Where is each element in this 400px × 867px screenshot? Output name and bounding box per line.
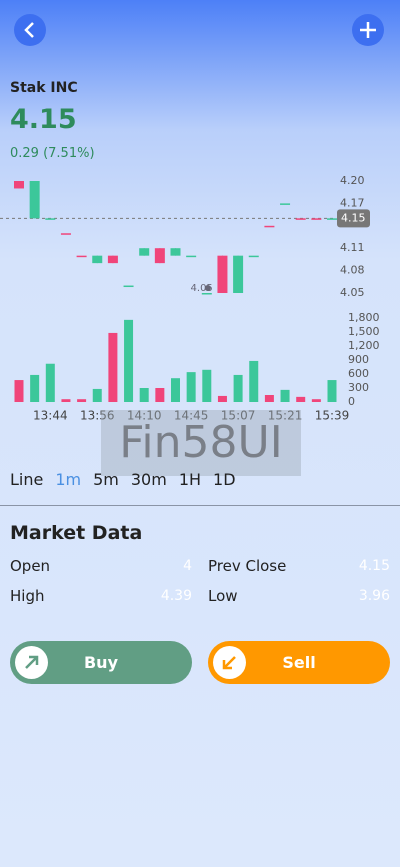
timeframe-tabs: Line 1m 5m 30m 1H 1D (10, 470, 248, 489)
volume-bar (61, 399, 71, 402)
timeframe-tab[interactable]: 30m (130, 470, 167, 489)
candle-body (123, 285, 134, 288)
data-label: Open (10, 557, 51, 575)
price-tick-label: 4.08 (340, 264, 365, 277)
candle-body (233, 255, 244, 293)
min-marker (204, 285, 211, 291)
sell-button[interactable]: Sell (208, 641, 390, 684)
price-tick-label: 4.05 (340, 286, 365, 299)
volume-bar (296, 396, 306, 402)
price-change: 0.29 (7.51%) (10, 146, 95, 161)
volume-tick-label: 300 (348, 381, 369, 394)
timeframe-tab[interactable]: 1m (55, 470, 82, 489)
candle-body (170, 248, 181, 256)
volume-bar (217, 395, 227, 402)
candle-body (217, 255, 228, 293)
price: 4.15 (10, 104, 77, 135)
buy-label: Buy (83, 653, 118, 672)
back-button[interactable] (14, 14, 46, 46)
volume-bar (202, 369, 212, 402)
data-value: 4.15 (358, 558, 390, 574)
time-label: 15:39 (315, 409, 350, 423)
price-tick-label: 4.20 (340, 174, 365, 187)
data-label: High (10, 587, 45, 605)
timeframe-tab[interactable]: 1H (178, 470, 202, 489)
candle-body (45, 218, 56, 220)
volume-bar (280, 389, 290, 402)
data-value: 4.39 (160, 588, 192, 604)
add-button[interactable] (352, 14, 384, 46)
volume-bar (30, 374, 40, 402)
candle-body (311, 218, 322, 220)
candle-body (201, 293, 212, 295)
price-tick-label: 4.17 (340, 196, 365, 209)
divider (0, 505, 400, 506)
volume-bar (327, 380, 337, 402)
time-label: 14:45 (174, 409, 209, 423)
stock-name: Stak INC (10, 80, 78, 96)
sell-icon (213, 646, 246, 679)
volume-bar (14, 380, 24, 402)
candle-body (295, 218, 306, 220)
time-label: 14:10 (127, 409, 162, 423)
volume-bar (108, 332, 118, 402)
candle-body (186, 255, 197, 258)
volume-bar (139, 388, 149, 402)
volume-tick-label: 1,800 (348, 311, 380, 324)
volume-tick-label: 0 (348, 395, 355, 408)
volume-bar (264, 395, 274, 402)
data-value: 3.96 (358, 588, 390, 604)
timeframe-tab[interactable]: 5m (93, 470, 119, 489)
candle-body (248, 255, 259, 258)
volume-bar (311, 399, 321, 402)
time-label: 15:07 (221, 409, 256, 423)
sell-label: Sell (282, 653, 316, 672)
chart: 4.05 4.08 4.11 4.17 4.20 03006009001,2001,500… (0, 174, 380, 423)
volume-tick-label: 1,500 (348, 325, 380, 338)
candle-body (139, 248, 150, 256)
candle-body (76, 255, 87, 258)
last-price-box (337, 209, 370, 228)
data-label: Low (208, 587, 238, 605)
volume-tick-label: 1,200 (348, 339, 380, 352)
data-value: 4 (183, 558, 192, 574)
section-title: Market Data (10, 522, 143, 544)
candle-body (29, 181, 40, 219)
candle-body (154, 248, 165, 264)
volume-bar (77, 399, 87, 402)
data-label: Prev Close (208, 557, 287, 575)
candle-body (280, 203, 291, 205)
time-label: 13:44 (33, 409, 68, 423)
volume-bar (124, 319, 134, 402)
candle-body (92, 255, 103, 264)
volume-bar (155, 388, 165, 402)
min-label: 4.05 (191, 283, 213, 294)
volume-bar (233, 374, 243, 402)
candle-body (327, 218, 337, 220)
watermark: Fin58UI (101, 410, 301, 476)
time-label: 13:56 (80, 409, 115, 423)
buy-button[interactable]: Buy (10, 641, 192, 684)
timeframe-tab[interactable]: Line (10, 470, 44, 489)
volume-bar (186, 372, 196, 402)
volume-tick-label: 900 (348, 353, 369, 366)
timeframe-tab[interactable]: 1D (213, 470, 236, 489)
last-price-label: 4.15 (341, 211, 366, 224)
buy-icon (15, 646, 48, 679)
candle-body (60, 233, 71, 235)
volume-bar (92, 388, 102, 402)
volume-bar (249, 360, 259, 402)
volume-bar (45, 363, 55, 402)
volume-bar (171, 378, 180, 402)
add-icon (360, 22, 376, 38)
candle-body (264, 225, 275, 228)
back-icon (24, 22, 34, 38)
price-tick-label: 4.11 (340, 241, 365, 254)
candle-body (107, 255, 118, 264)
candle-body (14, 181, 24, 189)
volume-tick-label: 600 (348, 367, 369, 380)
time-label: 15:21 (268, 409, 303, 423)
